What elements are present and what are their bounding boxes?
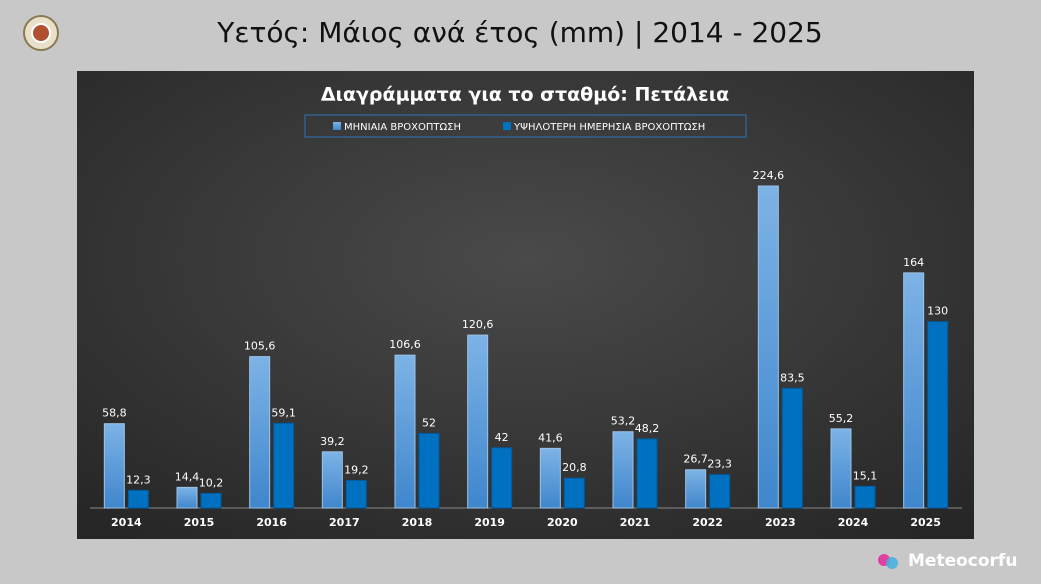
bar	[685, 469, 707, 509]
x-tick-label: 2017	[329, 516, 360, 529]
bar	[321, 451, 343, 509]
x-tick-label: 2016	[256, 516, 287, 529]
x-tick-label: 2020	[547, 516, 578, 529]
data-label: 130	[927, 305, 948, 318]
legend-box	[304, 114, 747, 138]
data-label: 106,6	[389, 338, 421, 351]
legend-swatch	[333, 122, 341, 130]
legend-swatch	[503, 122, 511, 130]
bar	[418, 432, 440, 509]
bar	[176, 486, 198, 509]
bar	[273, 422, 295, 509]
x-tick-label: 2024	[838, 516, 869, 529]
chart-title: Διαγράμματα για το σταθμό: Πετάλεια	[321, 84, 729, 106]
data-label: 15,1	[853, 469, 878, 482]
x-tick-label: 2019	[474, 516, 505, 529]
bar	[563, 477, 585, 509]
x-tick-label: 2018	[402, 516, 433, 529]
x-tick-label: 2023	[765, 516, 796, 529]
x-tick-label: 2021	[620, 516, 651, 529]
chart-area	[77, 71, 974, 539]
brand-text: Meteocorfu	[908, 551, 1017, 571]
data-label: 58,8	[102, 407, 127, 420]
data-label: 53,2	[611, 415, 636, 428]
page-title: Υετός: Μάιος ανά έτος (mm) | 2014 - 2025	[216, 16, 823, 49]
data-label: 23,3	[707, 458, 732, 471]
bar	[127, 489, 149, 509]
data-label: 26,7	[683, 453, 708, 466]
x-tick-label: 2015	[184, 516, 215, 529]
bar	[903, 272, 925, 509]
bar	[467, 334, 489, 509]
bar	[830, 428, 852, 509]
data-label: 14,4	[175, 470, 200, 483]
data-label: 10,2	[199, 476, 224, 489]
data-label: 55,2	[829, 412, 854, 425]
x-tick-label: 2025	[910, 516, 941, 529]
legend-label: ΥΨΗΛΟΤΕΡΗ ΗΜΕΡΗΣΙΑ ΒΡΟΧΟΠΤΩΣΗ	[513, 122, 705, 133]
bar	[539, 447, 561, 509]
data-label: 52	[422, 416, 436, 429]
data-label: 19,2	[344, 463, 369, 476]
bar	[781, 387, 803, 509]
bar	[249, 356, 271, 509]
legend-label: ΜΗΝΙΑΙΑ ΒΡΟΧΟΠΤΩΣΗ	[344, 122, 461, 133]
bar	[612, 431, 634, 509]
data-label: 224,6	[753, 169, 785, 182]
data-label: 59,1	[271, 406, 296, 419]
x-tick-label: 2014	[111, 516, 142, 529]
data-label: 48,2	[635, 422, 660, 435]
data-label: 39,2	[320, 435, 345, 448]
data-label: 20,8	[562, 461, 587, 474]
bar	[394, 354, 416, 509]
data-label: 105,6	[244, 340, 276, 353]
data-label: 120,6	[462, 318, 494, 331]
bar	[103, 423, 125, 509]
bar	[200, 492, 222, 509]
x-tick-label: 2022	[692, 516, 723, 529]
data-label: 41,6	[538, 431, 563, 444]
bar	[709, 474, 731, 509]
bar	[636, 438, 658, 509]
data-label: 42	[495, 431, 509, 444]
footer-brand: Meteocorfu	[878, 551, 1017, 571]
data-label: 164	[903, 256, 924, 269]
bar	[854, 485, 876, 509]
bar	[757, 185, 779, 509]
bar	[927, 321, 949, 509]
data-label: 83,5	[780, 371, 805, 384]
bar	[345, 479, 367, 509]
logo	[23, 15, 59, 51]
bar	[491, 447, 513, 509]
data-label: 12,3	[126, 473, 151, 486]
